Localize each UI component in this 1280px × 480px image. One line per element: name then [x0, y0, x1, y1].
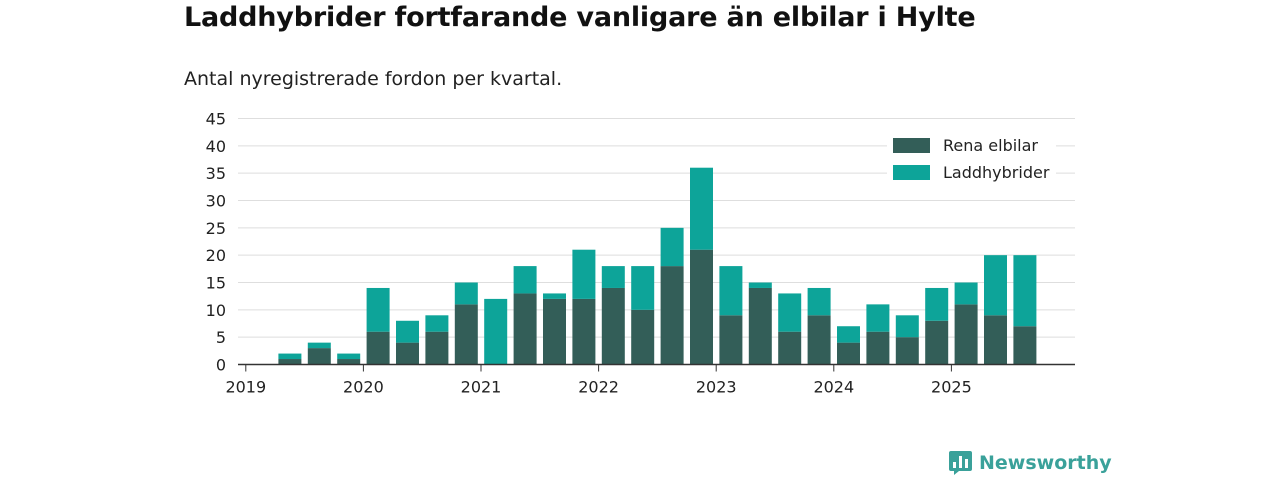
y-tick-label: 15 — [206, 274, 226, 293]
bar-laddhybrider — [925, 287, 949, 321]
bar-rena-elbilar — [631, 309, 655, 365]
bar-rena-elbilar — [690, 249, 713, 365]
bar-laddhybrider — [337, 353, 361, 360]
y-tick-label: 0 — [216, 356, 226, 375]
bar-laddhybrider — [631, 266, 655, 310]
bar-rena-elbilar — [807, 315, 831, 365]
x-tick-label: 2024 — [813, 378, 854, 397]
bar-laddhybrider — [484, 298, 508, 365]
legend-label: Rena elbilar — [943, 136, 1038, 155]
newsworthy-brand: Newsworthy — [948, 450, 1112, 476]
bar-rena-elbilar — [366, 331, 390, 365]
y-tick-label: 10 — [206, 301, 226, 320]
bar-rena-elbilar — [778, 331, 802, 365]
legend-label: Laddhybrider — [943, 163, 1050, 182]
bar-laddhybrider — [690, 167, 713, 250]
bar-laddhybrider — [807, 287, 831, 316]
bar-laddhybrider — [660, 227, 684, 267]
bar-rena-elbilar — [513, 293, 537, 365]
bar-rena-elbilar — [837, 342, 860, 365]
brand-name: Newsworthy — [979, 452, 1112, 474]
bar-laddhybrider — [748, 282, 772, 288]
bar-rena-elbilar — [337, 359, 361, 365]
bar-rena-elbilar — [1013, 326, 1037, 365]
y-tick-label: 45 — [206, 110, 226, 129]
bar-laddhybrider — [1013, 255, 1037, 327]
bar-rena-elbilar — [748, 287, 772, 365]
x-tick-label: 2022 — [578, 378, 619, 397]
y-tick-label: 35 — [206, 164, 226, 183]
bar-rena-elbilar — [895, 337, 919, 365]
y-tick-label: 30 — [206, 192, 226, 211]
bar-rena-elbilar — [425, 331, 449, 365]
bar-laddhybrider — [278, 353, 302, 360]
bar-rena-elbilar — [954, 304, 978, 365]
y-tick-label: 5 — [216, 328, 226, 347]
x-tick-label: 2025 — [931, 378, 972, 397]
x-tick-label: 2023 — [696, 378, 737, 397]
bar-rena-elbilar — [572, 298, 596, 365]
bar-rena-elbilar — [866, 331, 890, 365]
bar-laddhybrider — [454, 282, 478, 305]
newsworthy-logo-icon — [949, 451, 972, 475]
bar-laddhybrider — [895, 315, 919, 338]
bar-rena-elbilar — [278, 359, 302, 365]
bar-laddhybrider — [366, 287, 390, 332]
bar-rena-elbilar — [543, 298, 566, 365]
bar-laddhybrider — [719, 266, 743, 316]
bar-laddhybrider — [954, 282, 978, 305]
bar-laddhybrider — [425, 315, 449, 332]
bar-laddhybrider — [984, 255, 1007, 316]
bar-rena-elbilar — [396, 342, 419, 365]
bar-laddhybrider — [601, 266, 625, 288]
bar-laddhybrider — [866, 304, 890, 332]
bar-rena-elbilar — [925, 320, 949, 365]
x-tick-label: 2020 — [343, 378, 384, 397]
bars — [278, 167, 1037, 365]
bar-laddhybrider — [837, 326, 860, 343]
bar-rena-elbilar — [719, 315, 743, 365]
bar-rena-elbilar — [660, 266, 684, 365]
legend-swatch — [893, 165, 930, 180]
bar-rena-elbilar — [601, 287, 625, 365]
legend-swatch — [893, 138, 930, 153]
chart-title: Laddhybrider fortfarande vanligare än el… — [184, 2, 976, 33]
x-tick-label: 2019 — [225, 378, 266, 397]
bar-laddhybrider — [778, 293, 802, 332]
bar-laddhybrider — [513, 266, 537, 294]
x-axis-ticks: 2019 2020 2021 2022 2023 2024 2025 — [225, 364, 972, 397]
bar-rena-elbilar — [984, 315, 1007, 365]
x-tick-label: 2021 — [461, 378, 502, 397]
bar-laddhybrider — [572, 249, 596, 299]
y-tick-label: 20 — [206, 246, 226, 265]
bar-laddhybrider — [307, 342, 331, 349]
bar-laddhybrider — [543, 293, 566, 299]
y-tick-label: 40 — [206, 137, 226, 156]
bar-laddhybrider — [396, 320, 419, 343]
chart-subtitle: Antal nyregistrerade fordon per kvartal. — [184, 68, 563, 90]
bar-rena-elbilar — [307, 348, 331, 365]
legend: Rena elbilar Laddhybrider — [887, 130, 1056, 188]
bar-rena-elbilar — [454, 304, 478, 365]
y-tick-label: 25 — [206, 219, 226, 238]
y-axis-ticks: 0 5 10 15 20 25 30 35 40 45 — [206, 110, 226, 375]
